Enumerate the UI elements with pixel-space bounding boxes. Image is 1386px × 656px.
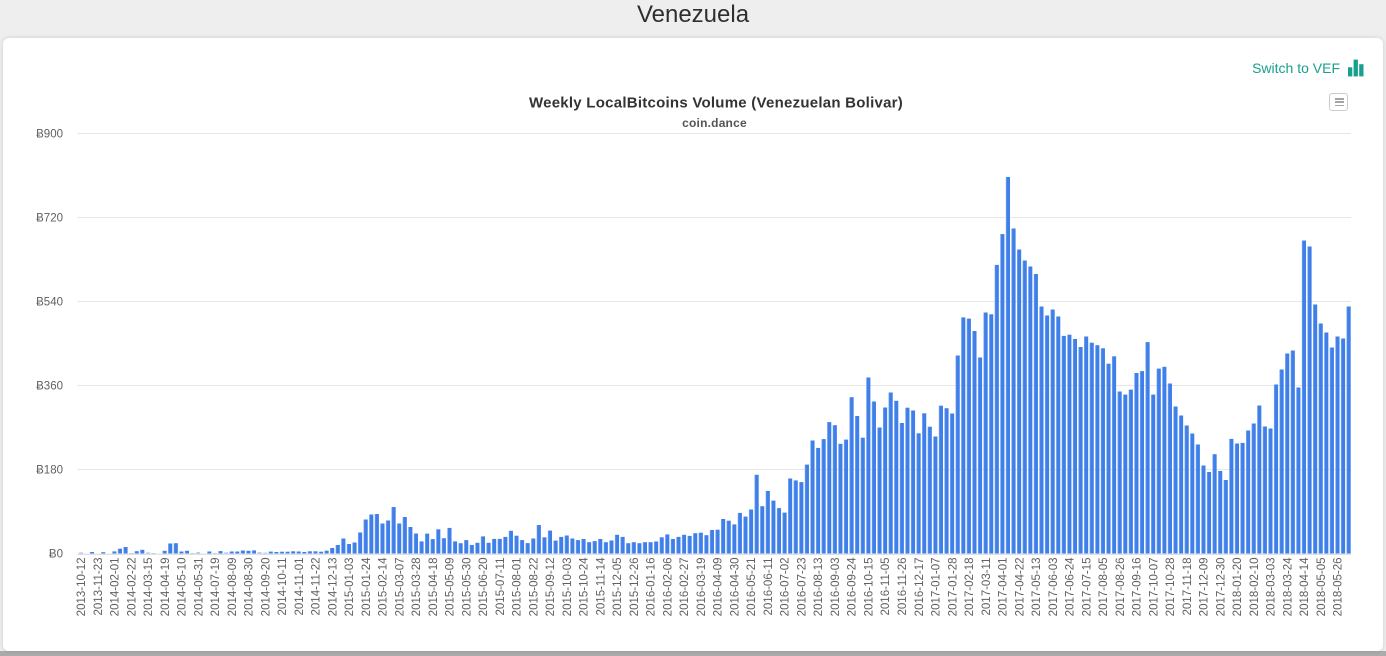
svg-text:2014-02-22: 2014-02-22 bbox=[126, 558, 138, 617]
svg-text:2016-10-15: 2016-10-15 bbox=[863, 558, 875, 617]
svg-text:2015-07-11: 2015-07-11 bbox=[495, 558, 507, 616]
svg-text:2014-12-13: 2014-12-13 bbox=[327, 558, 339, 617]
svg-text:2016-12-17: 2016-12-17 bbox=[914, 558, 926, 617]
svg-text:2016-08-13: 2016-08-13 bbox=[813, 558, 825, 617]
svg-text:2018-05-26: 2018-05-26 bbox=[1333, 558, 1345, 617]
svg-text:2017-12-09: 2017-12-09 bbox=[1199, 558, 1211, 617]
svg-text:2017-06-24: 2017-06-24 bbox=[1065, 557, 1077, 616]
svg-text:2014-11-22: 2014-11-22 bbox=[311, 558, 323, 616]
svg-text:2014-11-01: 2014-11-01 bbox=[294, 558, 306, 616]
svg-text:2015-03-07: 2015-03-07 bbox=[394, 558, 406, 617]
svg-text:2013-10-12: 2013-10-12 bbox=[76, 558, 88, 617]
svg-text:2017-02-18: 2017-02-18 bbox=[964, 558, 976, 617]
svg-text:2014-05-10: 2014-05-10 bbox=[177, 558, 189, 617]
svg-text:Weekly LocalBitcoins Volume (V: Weekly LocalBitcoins Volume (Venezuelan … bbox=[529, 95, 903, 112]
svg-text:2018-04-14: 2018-04-14 bbox=[1299, 557, 1311, 616]
svg-text:2016-09-03: 2016-09-03 bbox=[830, 558, 842, 617]
svg-text:2014-09-20: 2014-09-20 bbox=[260, 558, 272, 617]
svg-text:2017-10-28: 2017-10-28 bbox=[1165, 558, 1177, 617]
svg-text:2016-01-16: 2016-01-16 bbox=[646, 558, 658, 617]
svg-text:2015-01-03: 2015-01-03 bbox=[344, 558, 356, 617]
svg-text:2014-07-19: 2014-07-19 bbox=[210, 558, 222, 617]
svg-text:2018-01-20: 2018-01-20 bbox=[1232, 558, 1244, 617]
svg-text:2014-02-01: 2014-02-01 bbox=[110, 558, 122, 617]
svg-text:2017-09-16: 2017-09-16 bbox=[1132, 558, 1144, 617]
svg-text:2017-10-07: 2017-10-07 bbox=[1148, 558, 1160, 617]
svg-text:2015-12-26: 2015-12-26 bbox=[629, 558, 641, 617]
svg-text:2017-03-11: 2017-03-11 bbox=[981, 558, 993, 616]
svg-text:2015-01-24: 2015-01-24 bbox=[361, 557, 373, 616]
svg-text:2014-10-11: 2014-10-11 bbox=[277, 558, 289, 616]
svg-text:2014-08-30: 2014-08-30 bbox=[244, 558, 256, 617]
svg-text:2016-09-24: 2016-09-24 bbox=[847, 557, 859, 616]
svg-text:2015-08-01: 2015-08-01 bbox=[512, 558, 524, 617]
svg-text:Ƀ900: Ƀ900 bbox=[36, 129, 63, 141]
svg-text:2016-07-02: 2016-07-02 bbox=[780, 558, 792, 617]
svg-text:2016-02-27: 2016-02-27 bbox=[679, 558, 691, 617]
svg-text:2014-05-31: 2014-05-31 bbox=[193, 558, 205, 617]
svg-text:2017-08-05: 2017-08-05 bbox=[1098, 558, 1110, 617]
svg-text:2015-09-12: 2015-09-12 bbox=[545, 558, 557, 617]
svg-text:2015-10-03: 2015-10-03 bbox=[562, 558, 574, 617]
svg-text:Ƀ180: Ƀ180 bbox=[36, 465, 63, 477]
svg-text:2017-04-22: 2017-04-22 bbox=[1014, 558, 1026, 617]
svg-text:2015-02-14: 2015-02-14 bbox=[378, 557, 390, 616]
svg-text:2018-03-03: 2018-03-03 bbox=[1266, 558, 1278, 617]
svg-text:2017-12-30: 2017-12-30 bbox=[1215, 558, 1227, 617]
svg-text:coin.dance: coin.dance bbox=[682, 116, 747, 130]
svg-text:2015-11-14: 2015-11-14 bbox=[595, 557, 607, 616]
svg-text:2016-11-26: 2016-11-26 bbox=[897, 558, 909, 616]
svg-text:Ƀ360: Ƀ360 bbox=[36, 381, 63, 393]
svg-text:2016-04-30: 2016-04-30 bbox=[729, 558, 741, 617]
svg-text:2017-05-13: 2017-05-13 bbox=[1031, 558, 1043, 617]
svg-text:2017-11-18: 2017-11-18 bbox=[1182, 558, 1194, 616]
svg-text:2014-03-15: 2014-03-15 bbox=[143, 558, 155, 617]
svg-text:Ƀ540: Ƀ540 bbox=[36, 297, 63, 309]
svg-text:2016-07-23: 2016-07-23 bbox=[796, 558, 808, 617]
svg-text:2015-03-28: 2015-03-28 bbox=[411, 558, 423, 617]
svg-text:2015-04-18: 2015-04-18 bbox=[428, 558, 440, 617]
svg-text:2014-08-09: 2014-08-09 bbox=[227, 558, 239, 617]
svg-text:2016-11-05: 2016-11-05 bbox=[880, 558, 892, 616]
svg-text:2017-04-01: 2017-04-01 bbox=[998, 558, 1010, 617]
svg-text:2015-06-20: 2015-06-20 bbox=[478, 558, 490, 617]
svg-text:2016-06-11: 2016-06-11 bbox=[763, 558, 775, 616]
svg-text:2015-05-30: 2015-05-30 bbox=[461, 558, 473, 617]
svg-text:2017-01-07: 2017-01-07 bbox=[931, 558, 943, 617]
svg-text:Ƀ720: Ƀ720 bbox=[36, 213, 63, 225]
svg-text:2016-03-19: 2016-03-19 bbox=[696, 558, 708, 617]
svg-text:2015-10-24: 2015-10-24 bbox=[579, 557, 591, 616]
svg-text:2017-08-26: 2017-08-26 bbox=[1115, 558, 1127, 617]
svg-text:2018-05-05: 2018-05-05 bbox=[1316, 558, 1328, 617]
svg-text:2014-04-19: 2014-04-19 bbox=[160, 558, 172, 617]
svg-text:2017-06-03: 2017-06-03 bbox=[1048, 558, 1060, 617]
svg-text:2015-08-22: 2015-08-22 bbox=[528, 558, 540, 617]
svg-text:2013-11-23: 2013-11-23 bbox=[93, 558, 105, 616]
svg-text:2015-12-05: 2015-12-05 bbox=[612, 558, 624, 617]
svg-text:2016-05-21: 2016-05-21 bbox=[746, 558, 758, 617]
svg-text:2018-03-24: 2018-03-24 bbox=[1282, 557, 1294, 616]
svg-text:2018-02-10: 2018-02-10 bbox=[1249, 558, 1261, 617]
svg-text:2017-01-28: 2017-01-28 bbox=[947, 558, 959, 617]
svg-text:2015-05-09: 2015-05-09 bbox=[445, 558, 457, 617]
svg-text:2017-07-15: 2017-07-15 bbox=[1081, 558, 1093, 617]
svg-text:Ƀ0: Ƀ0 bbox=[49, 549, 63, 561]
svg-text:2016-02-06: 2016-02-06 bbox=[662, 558, 674, 617]
svg-text:2016-04-09: 2016-04-09 bbox=[713, 558, 725, 617]
